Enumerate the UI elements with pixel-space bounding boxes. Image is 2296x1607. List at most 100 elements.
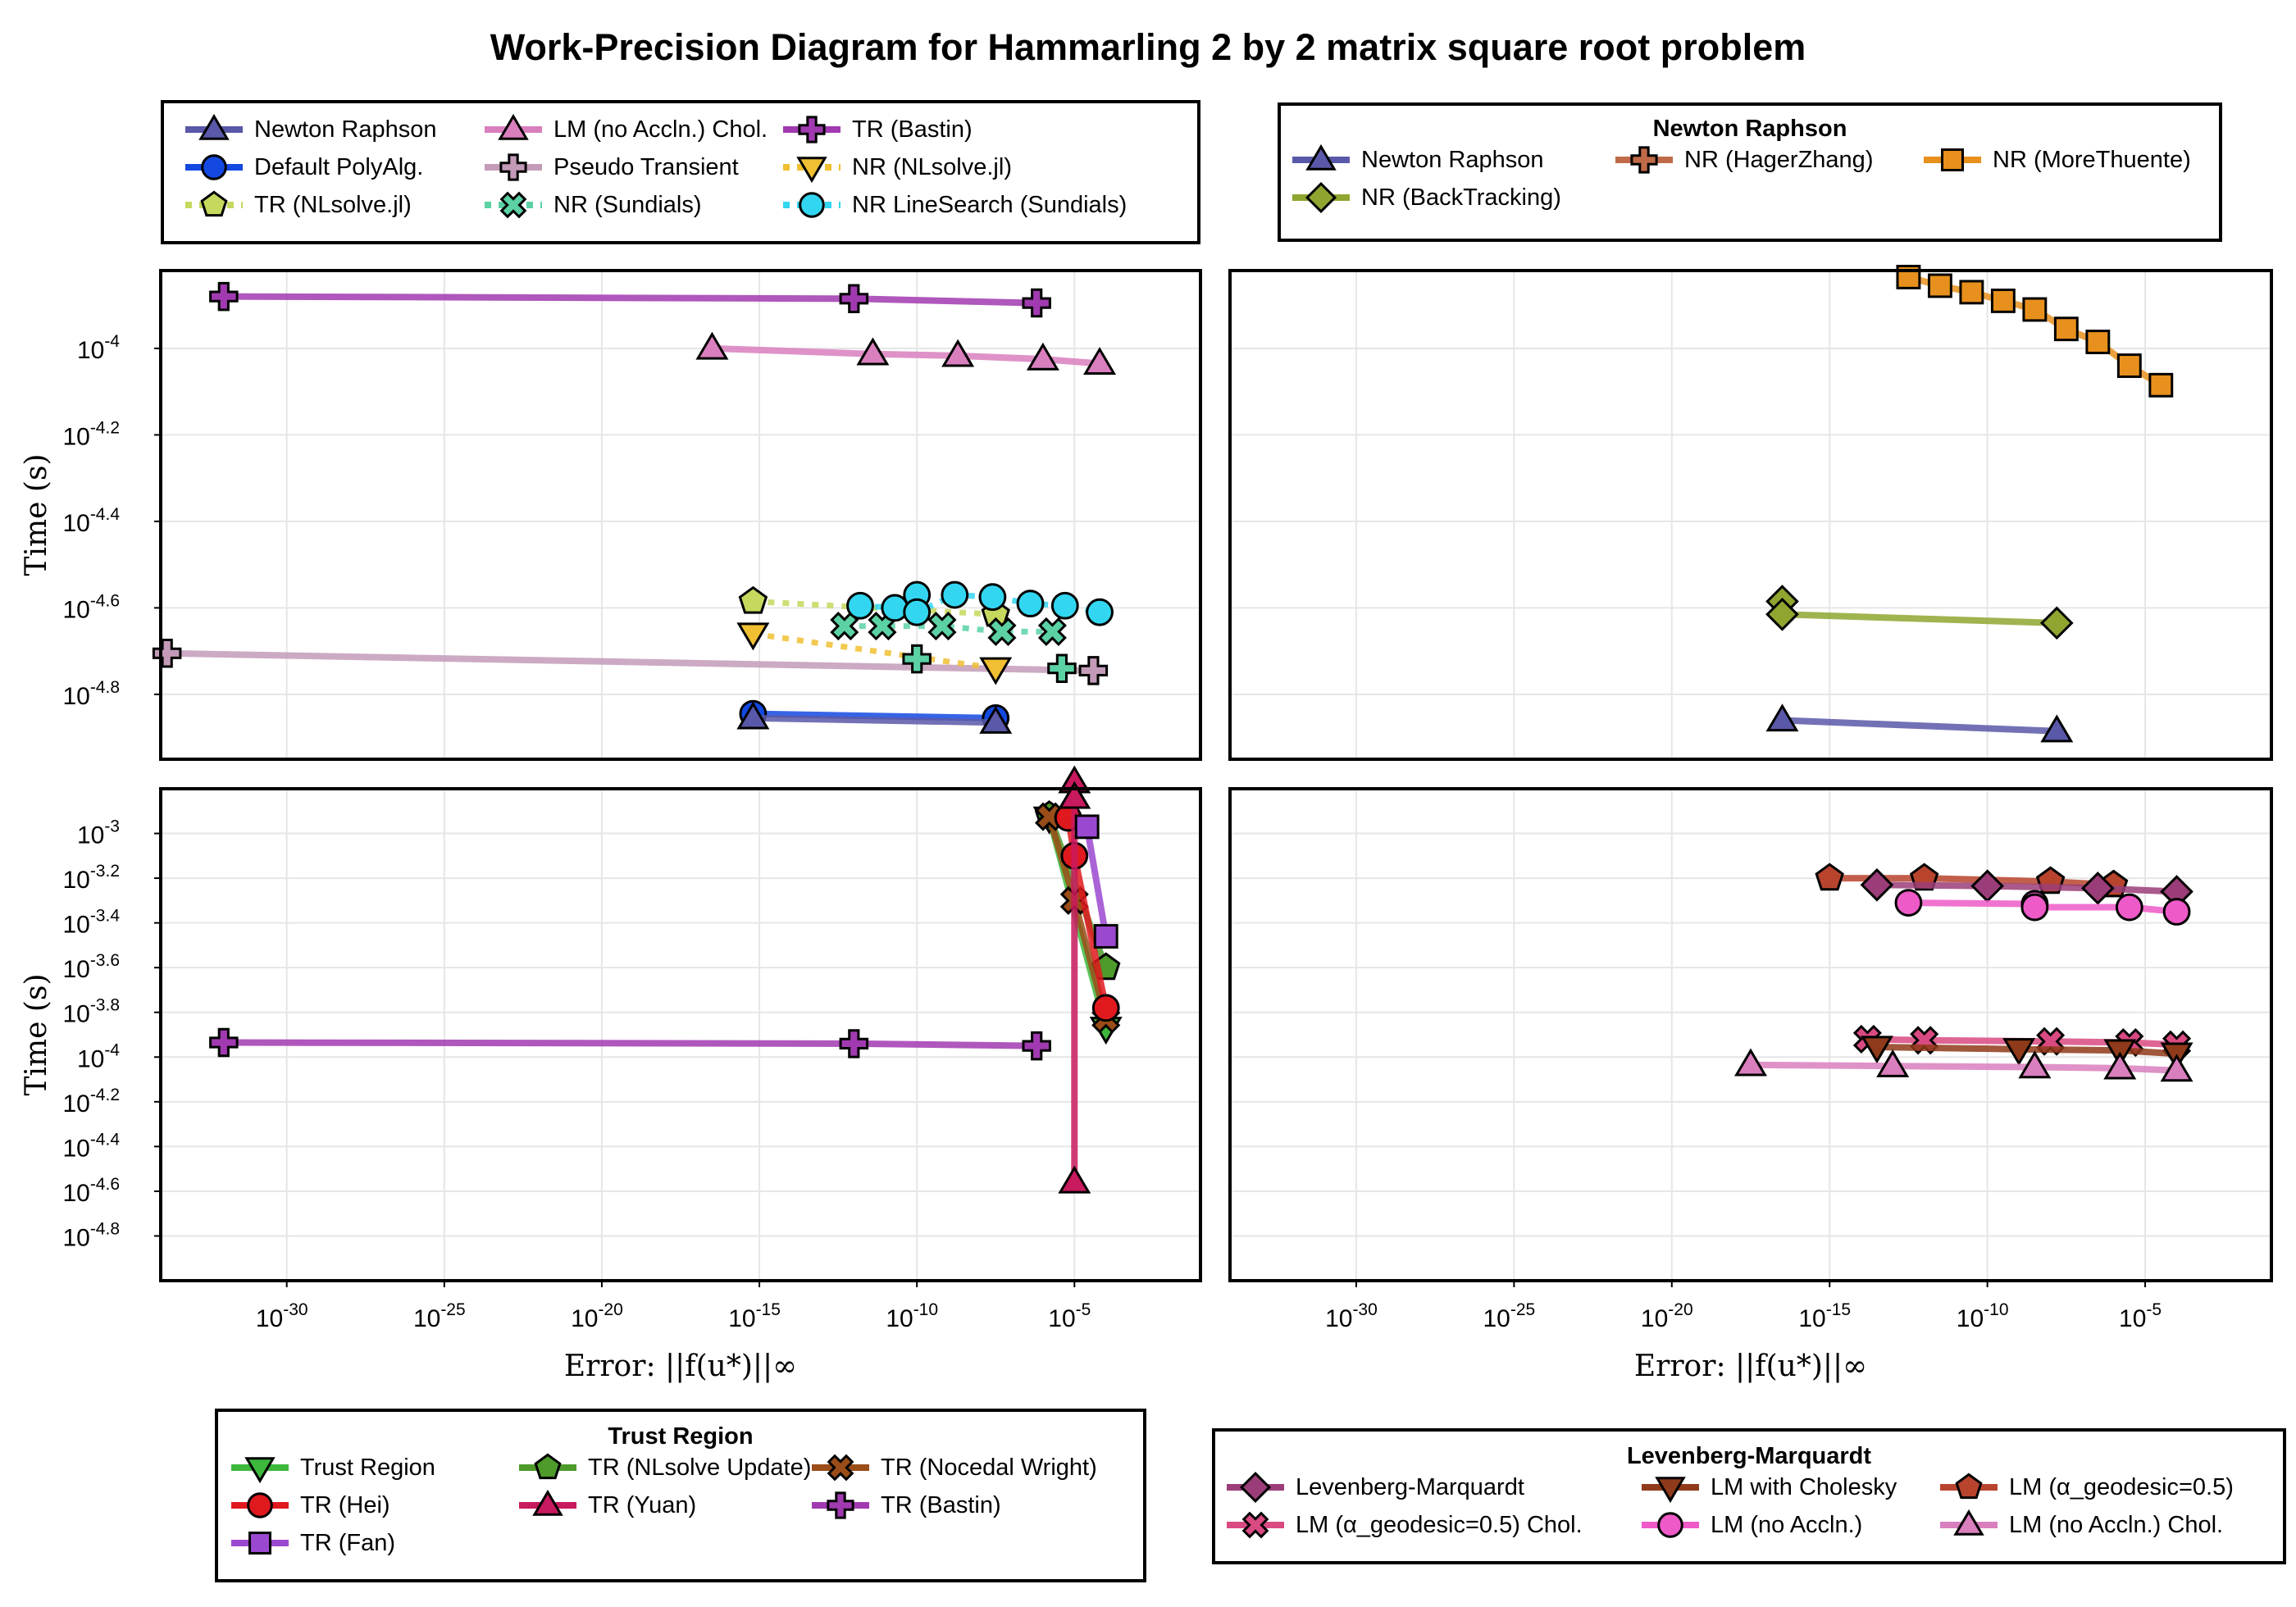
legend-marker <box>1953 1509 1984 1536</box>
data-point-nr-sundials <box>987 617 1017 647</box>
legend-label: LM (no Accln.) Chol. <box>554 116 768 143</box>
panel-bottom-right: 10-30 10-25 10-20 10-15 10-10 10-5 Error: ||f(… <box>1228 787 2273 1383</box>
series-tr-bastin <box>209 1027 1051 1061</box>
plot-area <box>161 789 1200 1281</box>
series-line-lm-with-cholesky <box>1876 1044 2177 1058</box>
legend-label: LM (α_geodesic=0.5) <box>2009 1473 2234 1500</box>
legend-marker <box>244 1457 276 1484</box>
legend-swatch <box>231 1532 289 1555</box>
x-axis-label: Error: ||f(u*)||∞ <box>1634 1350 1867 1383</box>
series-nr-sundials <box>830 611 1067 647</box>
legend-marker <box>1630 146 1658 174</box>
data-point-nr-morethuente <box>2053 316 2079 342</box>
y-tick-label: 10-4.4 <box>62 1130 120 1162</box>
legend-label: NR (NLsolve.jl) <box>852 153 1012 180</box>
axes-frame <box>1228 269 2273 761</box>
legend-label: Default PolyAlg. <box>254 153 424 180</box>
legend-levenberg-marquardt: Levenberg-Marquardt Levenberg-Marquardt LM… <box>1212 1428 2286 1564</box>
legend-entry-tr-nlsolve-update: TR (NLsolve Update) <box>516 1451 811 1484</box>
legend-label: TR (NLsolve Update) <box>588 1454 812 1481</box>
legend-swatch <box>485 113 542 140</box>
legend-entry-nr-linesearch-sundials: NR LineSearch (Sundials) <box>780 189 1127 221</box>
data-point-lm-no-accln-chol <box>941 339 975 367</box>
data-point-nr-backtracking <box>2039 606 2074 640</box>
data-point-nr-linesearch-sundials <box>1050 591 1079 620</box>
legend-swatch <box>1227 1511 1284 1539</box>
data-point-lm-no-accln-chol <box>2018 1050 2052 1079</box>
panel-bottom-left: 10-4.8 10-4.6 10-4.4 10-4.2 10-4 10-3.8 10-3.6… <box>20 765 1202 1383</box>
series-line-newton-raphson <box>753 714 996 726</box>
data-point-tr-bastin <box>209 281 239 312</box>
data-point-tr-bastin <box>1022 288 1051 318</box>
series-nr-nlsolve-jl <box>736 622 1013 685</box>
data-point-lm-with-cholesky <box>1860 1036 1893 1064</box>
legend-entry-levenberg-marquardt: Levenberg-Marquardt <box>1223 1471 1524 1504</box>
data-point-lm-no-accln <box>1894 889 1923 917</box>
series-levenberg-marquardt <box>1860 867 2194 908</box>
legend-label: TR (Bastin) <box>852 116 973 143</box>
panel-top-left: 10-4.8 10-4.6 10-4.4 10-4.2 10-4 Time (s) <box>20 269 1202 761</box>
legend-label: Levenberg-Marquardt <box>1296 1473 1524 1500</box>
legend-swatch <box>185 113 243 140</box>
data-point-nr-morethuente <box>2116 353 2142 378</box>
series-lm-no-accln-chol <box>695 331 1117 376</box>
data-point-lm-no-accln <box>2020 893 2049 922</box>
legend-marker <box>198 113 230 140</box>
legend-entry-lm-with-cholesky: LM with Cholesky <box>1638 1471 1897 1504</box>
data-point-lm-no-accln-chol <box>856 337 890 366</box>
data-point-newton-raphson <box>1765 703 1799 732</box>
data-point-nr-morethuente <box>2085 330 2111 354</box>
legend-marker <box>1305 181 1337 214</box>
x-tick-label: 10-15 <box>1798 1300 1851 1332</box>
data-point-nr-linesearch-sundials <box>941 580 969 609</box>
data-point-nr-linesearch-sundials <box>1086 598 1114 626</box>
legend-swatch <box>231 1492 289 1518</box>
legend-swatch <box>1227 1471 1284 1504</box>
legend-swatch <box>783 116 840 143</box>
legend-marker <box>799 192 825 218</box>
legend-label: NR (HagerZhang) <box>1684 146 1874 173</box>
legend-entry-lm-no-accln-chol: LM (no Accln.) Chol. <box>1937 1509 2223 1541</box>
data-point-newton-raphson <box>979 705 1013 734</box>
data-point-nr-morethuente <box>1959 280 1984 305</box>
legend-label: TR (NLsolve.jl) <box>254 191 412 218</box>
data-point-nr-morethuente <box>1927 273 1952 298</box>
legend-swatch <box>485 191 542 219</box>
data-point-levenberg-marquardt <box>1860 867 1894 902</box>
data-point-tr-bastin <box>839 284 869 313</box>
data-point-nr-morethuente <box>1990 288 2016 313</box>
data-point-tr-fan <box>1074 814 1100 840</box>
data-point-nr-linesearch-sundials <box>846 591 874 620</box>
data-point-lm-no-accln-chol <box>1734 1048 1767 1077</box>
legend-label: Trust Region <box>300 1454 435 1481</box>
y-tick-label: 10-4.2 <box>62 418 120 450</box>
legend-marker <box>1657 1512 1683 1538</box>
legend-swatch <box>485 153 542 181</box>
data-point-tr-hei <box>1091 994 1120 1022</box>
data-point-nr-linesearch-sundials <box>903 598 932 626</box>
x-tick-label: 10-25 <box>1483 1300 1535 1332</box>
x-axis-label: Error: ||f(u*)||∞ <box>564 1350 797 1383</box>
legend-marker <box>796 157 827 184</box>
series-line-tr-bastin <box>223 1039 1037 1049</box>
legend-swatch <box>1292 181 1350 214</box>
x-tick-label: 10-15 <box>728 1300 781 1332</box>
legend-entry-nr-backtracking: NR (BackTracking) <box>1289 181 1561 214</box>
legend-label: Pseudo Transient <box>554 153 739 180</box>
legend-entry-trust-region: Trust Region <box>228 1451 435 1484</box>
legend-title: Newton Raphson <box>1652 116 1847 142</box>
series-line-default-polyalg <box>753 710 996 722</box>
legend-swatch <box>1642 1512 1699 1538</box>
legend-marker <box>1241 1511 1269 1539</box>
legend-label: NR LineSearch (Sundials) <box>852 191 1128 218</box>
y-tick-label: 10-3.4 <box>62 907 120 939</box>
y-tick-label: 10-4.6 <box>62 1175 120 1207</box>
legend-marker <box>532 1489 563 1516</box>
legend-swatch <box>1642 1477 1699 1504</box>
legend-label: NR (Sundials) <box>554 191 702 218</box>
x-tick-label: 10-5 <box>2119 1300 2162 1332</box>
x-tick-label: 10-5 <box>1048 1300 1091 1332</box>
data-point-nr-sundials <box>1037 617 1067 647</box>
series-line-newton-raphson <box>1782 717 2057 735</box>
legend-label: LM (no Accln.) <box>1711 1511 1863 1538</box>
